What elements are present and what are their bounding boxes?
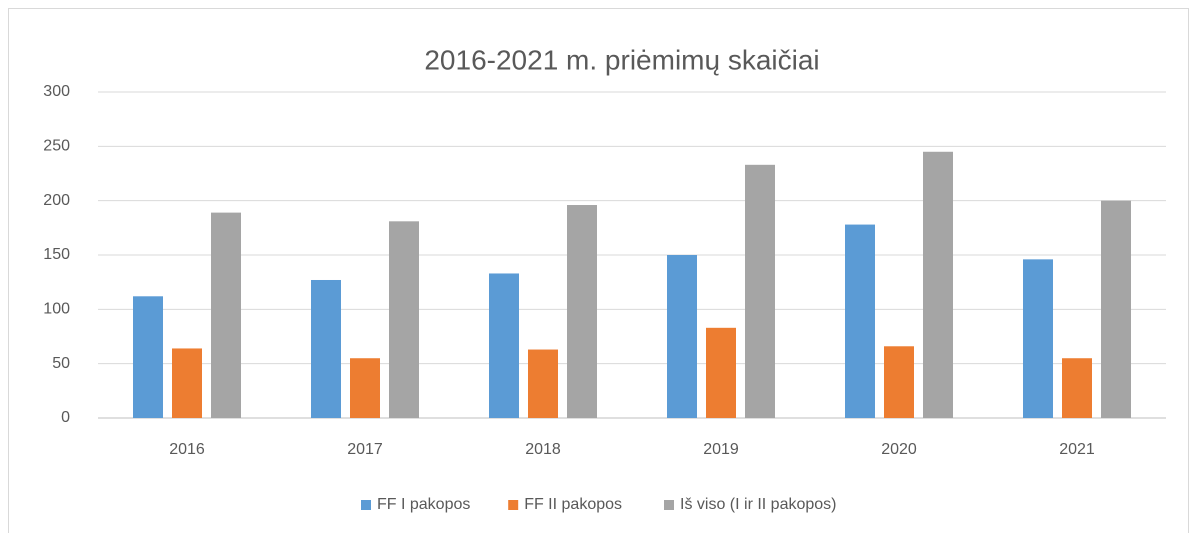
bar: [528, 349, 558, 418]
y-tick-label: 200: [43, 192, 70, 209]
y-tick-label: 250: [43, 138, 70, 155]
bar: [923, 151, 953, 418]
bar: [172, 348, 202, 418]
bar: [311, 279, 341, 418]
legend-label: FF I pakopos: [377, 496, 470, 513]
legend-swatch: [508, 500, 519, 510]
bar: [845, 224, 875, 418]
legend-swatch: [664, 500, 674, 510]
x-tick-label: 2021: [1059, 441, 1095, 458]
bar: [1101, 200, 1131, 418]
bar: [389, 221, 419, 418]
bar: [489, 273, 519, 418]
x-tick-label: 2018: [525, 441, 561, 458]
chart-title: 2016-2021 m. priėmimų skaičiai: [424, 44, 819, 75]
legend-label: Iš viso (I ir II pakopos): [680, 496, 837, 513]
legend-swatch: [361, 500, 371, 510]
y-tick-label: 100: [43, 301, 70, 318]
bar: [667, 255, 697, 418]
bar: [350, 358, 380, 418]
y-tick-label: 0: [61, 409, 70, 426]
y-tick-label: 300: [43, 83, 70, 100]
x-tick-label: 2017: [347, 441, 383, 458]
legend-label: FF II pakopos: [524, 496, 622, 513]
bar: [1062, 358, 1092, 418]
bar: [133, 296, 163, 418]
x-tick-label: 2016: [169, 441, 205, 458]
bar: [211, 212, 241, 418]
bar: [745, 164, 775, 418]
y-tick-label: 150: [43, 246, 70, 263]
bar: [706, 327, 736, 418]
bar: [884, 346, 914, 418]
x-tick-label: 2019: [703, 441, 739, 458]
bar: [567, 205, 597, 418]
chart-frame: [8, 8, 1189, 533]
bar: [1023, 259, 1053, 418]
y-tick-label: 50: [52, 355, 70, 372]
x-tick-label: 2020: [881, 441, 917, 458]
